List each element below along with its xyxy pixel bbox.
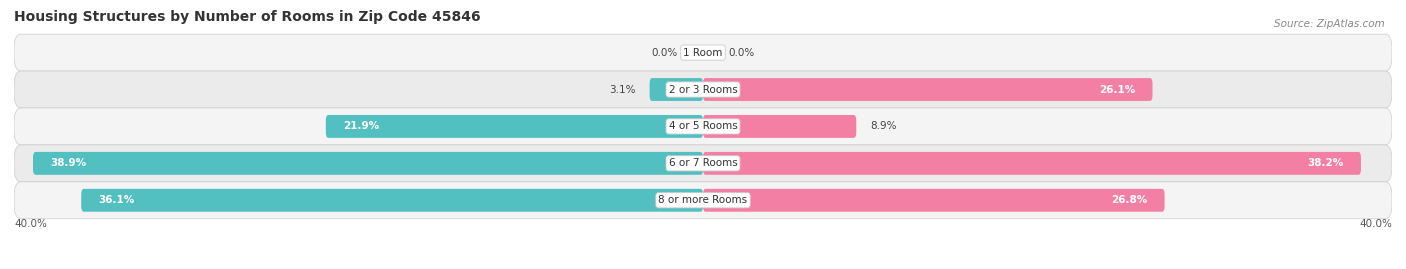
Text: Source: ZipAtlas.com: Source: ZipAtlas.com — [1274, 19, 1385, 29]
Text: 40.0%: 40.0% — [14, 220, 46, 229]
FancyBboxPatch shape — [14, 71, 1392, 108]
Text: 1 Room: 1 Room — [683, 48, 723, 58]
FancyBboxPatch shape — [703, 78, 1153, 101]
FancyBboxPatch shape — [326, 115, 703, 138]
Text: 0.0%: 0.0% — [728, 48, 755, 58]
FancyBboxPatch shape — [32, 152, 703, 175]
Text: Housing Structures by Number of Rooms in Zip Code 45846: Housing Structures by Number of Rooms in… — [14, 10, 481, 24]
Text: 26.8%: 26.8% — [1111, 195, 1147, 205]
FancyBboxPatch shape — [82, 189, 703, 212]
FancyBboxPatch shape — [650, 78, 703, 101]
Text: 38.9%: 38.9% — [51, 158, 86, 168]
Text: 0.0%: 0.0% — [651, 48, 678, 58]
FancyBboxPatch shape — [14, 182, 1392, 219]
Text: 21.9%: 21.9% — [343, 121, 380, 132]
FancyBboxPatch shape — [703, 115, 856, 138]
Text: 26.1%: 26.1% — [1099, 84, 1135, 94]
Text: 3.1%: 3.1% — [609, 84, 636, 94]
Text: 2 or 3 Rooms: 2 or 3 Rooms — [669, 84, 737, 94]
Text: 38.2%: 38.2% — [1308, 158, 1344, 168]
FancyBboxPatch shape — [703, 189, 1164, 212]
FancyBboxPatch shape — [14, 34, 1392, 71]
FancyBboxPatch shape — [703, 152, 1361, 175]
Text: 40.0%: 40.0% — [1360, 220, 1392, 229]
Text: 4 or 5 Rooms: 4 or 5 Rooms — [669, 121, 737, 132]
Text: 8.9%: 8.9% — [870, 121, 897, 132]
FancyBboxPatch shape — [14, 108, 1392, 145]
FancyBboxPatch shape — [14, 145, 1392, 182]
Text: 36.1%: 36.1% — [98, 195, 135, 205]
Text: 6 or 7 Rooms: 6 or 7 Rooms — [669, 158, 737, 168]
Text: 8 or more Rooms: 8 or more Rooms — [658, 195, 748, 205]
